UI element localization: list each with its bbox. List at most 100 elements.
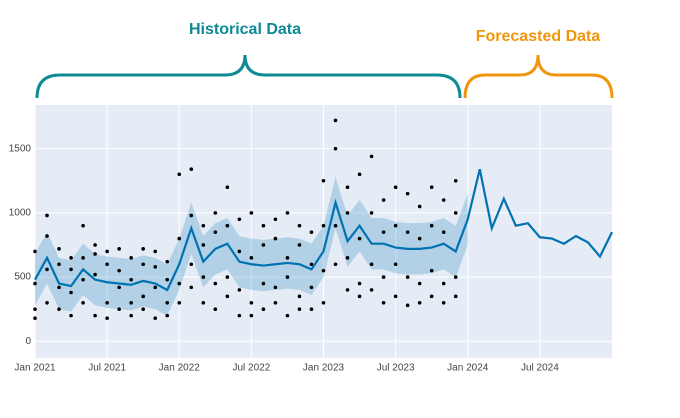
data-point bbox=[93, 313, 97, 318]
data-point bbox=[105, 249, 109, 254]
data-point bbox=[213, 230, 218, 234]
data-point bbox=[45, 300, 49, 305]
historical-label: Historical Data bbox=[189, 21, 301, 38]
data-point bbox=[45, 267, 49, 272]
data-point bbox=[165, 259, 170, 264]
data-point bbox=[237, 217, 242, 222]
data-point bbox=[417, 236, 422, 241]
data-point bbox=[369, 211, 374, 215]
data-point bbox=[153, 249, 158, 254]
data-point bbox=[105, 316, 109, 320]
data-point bbox=[321, 268, 326, 273]
data-point bbox=[321, 300, 326, 305]
data-point bbox=[69, 256, 73, 260]
data-point bbox=[237, 313, 242, 318]
data-point bbox=[333, 118, 338, 123]
data-point bbox=[333, 146, 338, 151]
data-point bbox=[69, 290, 73, 295]
y-tick-label: 1000 bbox=[9, 208, 32, 219]
data-point bbox=[57, 285, 61, 290]
data-point bbox=[249, 300, 254, 305]
data-point bbox=[165, 313, 170, 318]
data-point bbox=[201, 243, 206, 247]
data-point bbox=[453, 211, 458, 215]
data-point bbox=[393, 223, 398, 228]
data-point bbox=[285, 211, 290, 215]
data-point bbox=[405, 191, 410, 196]
data-point bbox=[249, 211, 254, 215]
data-point bbox=[321, 223, 326, 228]
data-point bbox=[33, 316, 37, 320]
data-point bbox=[201, 275, 206, 279]
data-point bbox=[81, 300, 85, 305]
data-point bbox=[117, 247, 121, 251]
data-point bbox=[321, 178, 326, 183]
data-point bbox=[357, 236, 362, 241]
x-tick-label: Jan 2021 bbox=[14, 363, 56, 374]
data-point bbox=[405, 230, 410, 234]
data-point bbox=[201, 223, 206, 228]
data-point bbox=[261, 281, 266, 286]
data-point bbox=[381, 275, 386, 279]
data-point bbox=[357, 281, 362, 286]
data-point bbox=[129, 256, 133, 260]
data-point bbox=[141, 262, 145, 267]
data-point bbox=[381, 300, 386, 305]
data-point bbox=[165, 277, 170, 282]
data-point bbox=[57, 247, 61, 251]
data-point bbox=[345, 211, 350, 215]
data-point bbox=[285, 256, 290, 260]
data-point bbox=[81, 277, 85, 282]
data-point bbox=[297, 223, 302, 228]
data-point bbox=[189, 285, 194, 290]
data-point bbox=[273, 217, 278, 222]
data-point bbox=[357, 294, 362, 299]
forecast-line bbox=[34, 168, 613, 292]
x-tick-label: Jul 2021 bbox=[88, 363, 126, 374]
data-point bbox=[297, 294, 302, 299]
data-point bbox=[261, 243, 266, 247]
forecast-label: Forecasted Data bbox=[476, 28, 601, 45]
data-point bbox=[273, 236, 278, 241]
data-point bbox=[57, 262, 61, 267]
data-point bbox=[129, 277, 133, 282]
y-tick-label: 1500 bbox=[9, 143, 32, 154]
data-point bbox=[405, 303, 410, 308]
data-point bbox=[69, 267, 73, 272]
data-point bbox=[153, 316, 158, 320]
data-point bbox=[33, 249, 37, 254]
data-point bbox=[189, 213, 194, 218]
data-point bbox=[345, 256, 350, 260]
data-point bbox=[453, 294, 458, 299]
data-point bbox=[141, 294, 145, 299]
data-point bbox=[105, 262, 109, 267]
data-point bbox=[297, 307, 302, 311]
data-point bbox=[93, 272, 97, 277]
data-point bbox=[57, 307, 61, 311]
data-point bbox=[213, 211, 218, 215]
data-point bbox=[405, 275, 410, 279]
data-point bbox=[369, 262, 374, 267]
data-point bbox=[297, 243, 302, 247]
data-point bbox=[429, 223, 434, 228]
data-point bbox=[333, 262, 338, 267]
x-tick-label: Jan 2024 bbox=[447, 363, 489, 374]
data-point bbox=[249, 256, 254, 260]
data-point bbox=[261, 223, 266, 228]
data-point bbox=[309, 230, 314, 234]
data-point bbox=[213, 281, 218, 286]
y-tick-label: 0 bbox=[25, 336, 31, 347]
forecast-brace bbox=[463, 54, 614, 99]
data-point bbox=[69, 313, 73, 318]
data-point bbox=[237, 249, 242, 254]
data-point bbox=[261, 307, 266, 311]
data-point bbox=[441, 198, 446, 202]
data-point bbox=[249, 313, 254, 318]
data-point bbox=[45, 234, 49, 238]
data-point bbox=[309, 285, 314, 290]
data-point bbox=[189, 167, 194, 172]
y-tick-label: 500 bbox=[14, 272, 31, 283]
x-tick-label: Jan 2022 bbox=[159, 363, 201, 374]
data-point bbox=[153, 285, 158, 290]
data-point bbox=[33, 307, 37, 311]
